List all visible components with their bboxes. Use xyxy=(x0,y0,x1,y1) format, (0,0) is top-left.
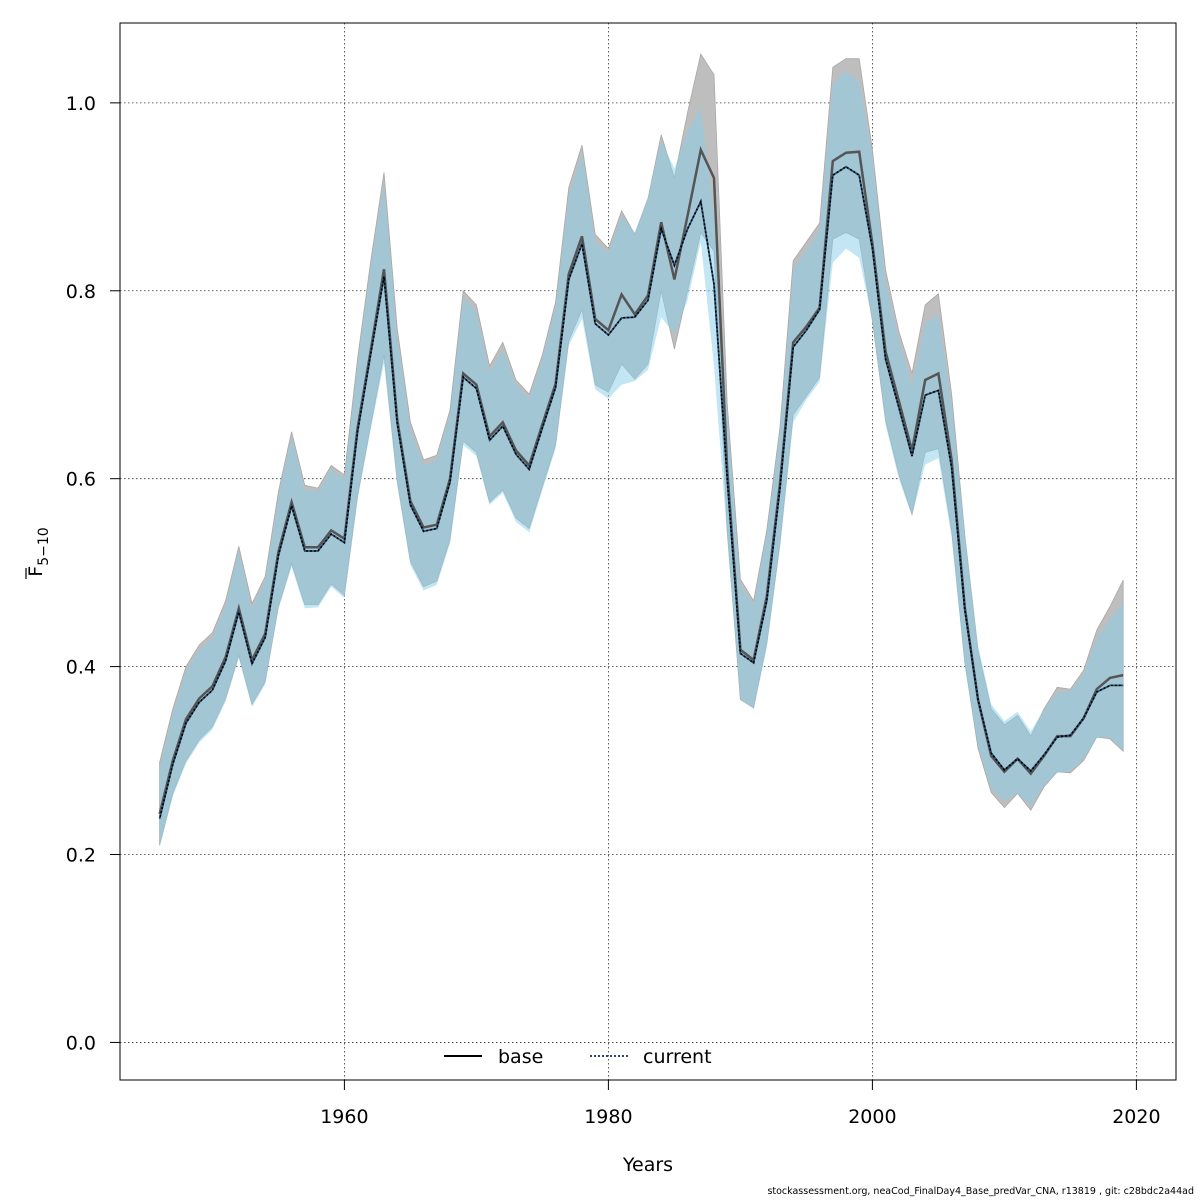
y-tick-label: 1.0 xyxy=(66,93,96,115)
x-tick-label: 2000 xyxy=(848,1106,896,1128)
footer-note: stockassessment.org, neaCod_FinalDay4_Ba… xyxy=(767,1186,1194,1197)
x-tick-label: 2020 xyxy=(1112,1106,1160,1128)
y-tick-label: 0.0 xyxy=(66,1032,96,1054)
y-axis-label-sub: 5−10 xyxy=(36,527,52,565)
legend: base current xyxy=(444,1046,712,1068)
series-line-current xyxy=(158,165,1124,820)
x-tick-label: 1980 xyxy=(584,1106,632,1128)
x-axis: 1960 1980 2000 2020 xyxy=(320,1080,1161,1128)
plot-frame xyxy=(119,22,1177,1081)
x-axis-label: Years xyxy=(622,1154,673,1176)
legend-label-base: base xyxy=(498,1046,543,1068)
y-tick-label: 0.8 xyxy=(66,281,96,303)
y-axis-label: F5−10 xyxy=(25,527,52,579)
band-current xyxy=(159,70,1124,847)
legend-label-current: current xyxy=(643,1046,712,1068)
y-tick-label: 0.2 xyxy=(66,845,96,867)
series-lines xyxy=(158,145,1124,820)
y-axis-label-main: F xyxy=(25,566,47,577)
y-tick-label: 0.4 xyxy=(66,657,96,679)
y-tick-label: 0.6 xyxy=(66,469,96,491)
x-tick-label: 1960 xyxy=(320,1106,368,1128)
y-axis: 0.0 0.2 0.4 0.6 0.8 1.0 xyxy=(66,93,120,1054)
confidence-bands xyxy=(159,52,1124,847)
svg-text:F5−10: F5−10 xyxy=(25,527,52,576)
